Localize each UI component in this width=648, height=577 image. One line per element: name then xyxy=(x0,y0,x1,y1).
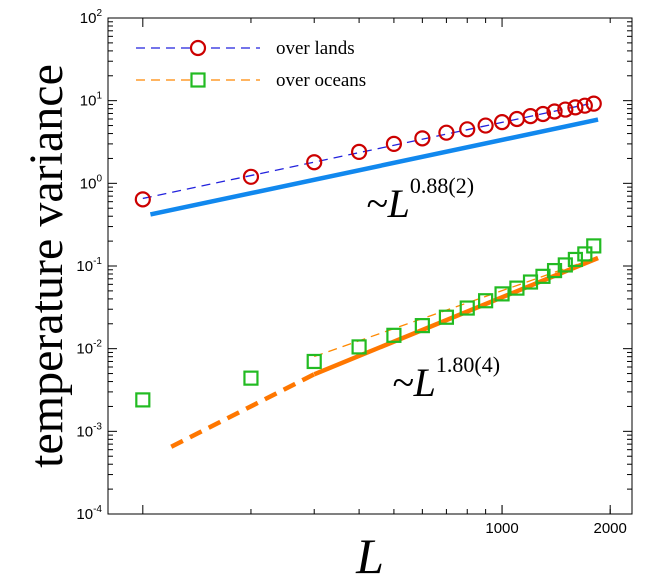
scaling-exponent: 1.80(4) xyxy=(436,352,500,377)
x-axis-ticks: 1000 2000 xyxy=(142,18,627,537)
data-point-land xyxy=(477,117,494,134)
scaling-annotation: ~L0.88(2) xyxy=(366,173,474,226)
data-point-land xyxy=(438,124,455,141)
data-point-land xyxy=(385,135,403,152)
data-point-ocean xyxy=(135,392,151,408)
data-markers xyxy=(134,95,602,408)
reference-lines xyxy=(149,117,599,449)
y-tick-label: 101 xyxy=(80,91,103,110)
legend-label: over lands xyxy=(276,38,355,59)
data-point-land xyxy=(534,105,552,123)
plot-frame xyxy=(107,17,633,515)
legend: over lands over oceans xyxy=(136,38,366,91)
legend-marker xyxy=(190,72,206,88)
data-point-land xyxy=(242,168,260,185)
data-point-land xyxy=(546,103,563,120)
scaling-annotation: ~L1.80(4) xyxy=(392,352,500,405)
y-tick-label: 10-2 xyxy=(76,339,102,358)
reference-line xyxy=(170,372,316,449)
data-point-land xyxy=(567,99,584,116)
scaling-exponent: 0.88(2) xyxy=(410,173,474,198)
y-tick-label: 10-3 xyxy=(76,421,102,440)
data-point-land xyxy=(493,114,511,131)
data-point-land xyxy=(350,143,368,161)
data-point-land xyxy=(414,130,431,147)
data-point-ocean xyxy=(351,339,367,355)
annotations: ~L0.88(2) ~L1.80(4) xyxy=(366,173,500,405)
data-point-land xyxy=(459,121,476,138)
y-tick-label: 10-4 xyxy=(76,504,102,523)
data-point-ocean xyxy=(438,309,455,325)
data-point-land xyxy=(134,191,151,208)
reference-line xyxy=(149,117,599,217)
data-point-ocean xyxy=(243,370,259,386)
data-point-land xyxy=(585,95,602,112)
y-tick-exponent: -4 xyxy=(93,504,102,515)
y-tick-label: 100 xyxy=(80,173,103,192)
y-axis-title: temperature variance xyxy=(20,64,73,468)
x-tick-label: 2000 xyxy=(594,520,627,537)
data-point-ocean xyxy=(494,286,510,302)
legend-label: over oceans xyxy=(276,70,366,91)
data-point-land xyxy=(522,108,539,125)
y-tick-label: 102 xyxy=(80,8,103,27)
y-tick-exponent: 1 xyxy=(96,91,102,102)
x-axis-title: L xyxy=(355,528,384,577)
data-point-ocean xyxy=(459,300,475,316)
data-point-ocean xyxy=(478,293,494,309)
y-tick-exponent: -1 xyxy=(93,256,102,267)
y-tick-label: 10-1 xyxy=(76,256,102,275)
y-tick-exponent: 2 xyxy=(96,8,102,19)
data-point-ocean xyxy=(586,238,602,254)
y-tick-exponent: -3 xyxy=(93,421,102,432)
legend-marker xyxy=(189,39,207,57)
data-point-land xyxy=(306,154,323,171)
fit-lines xyxy=(142,103,593,358)
data-point-ocean xyxy=(306,353,322,370)
x-tick-label: 1000 xyxy=(485,520,518,537)
y-tick-exponent: -2 xyxy=(93,339,102,350)
data-point-ocean xyxy=(577,246,593,262)
data-point-ocean xyxy=(386,327,402,343)
y-tick-exponent: 0 xyxy=(96,173,102,184)
data-point-land xyxy=(576,97,593,114)
data-point-ocean xyxy=(414,318,430,334)
data-point-land xyxy=(557,101,574,118)
